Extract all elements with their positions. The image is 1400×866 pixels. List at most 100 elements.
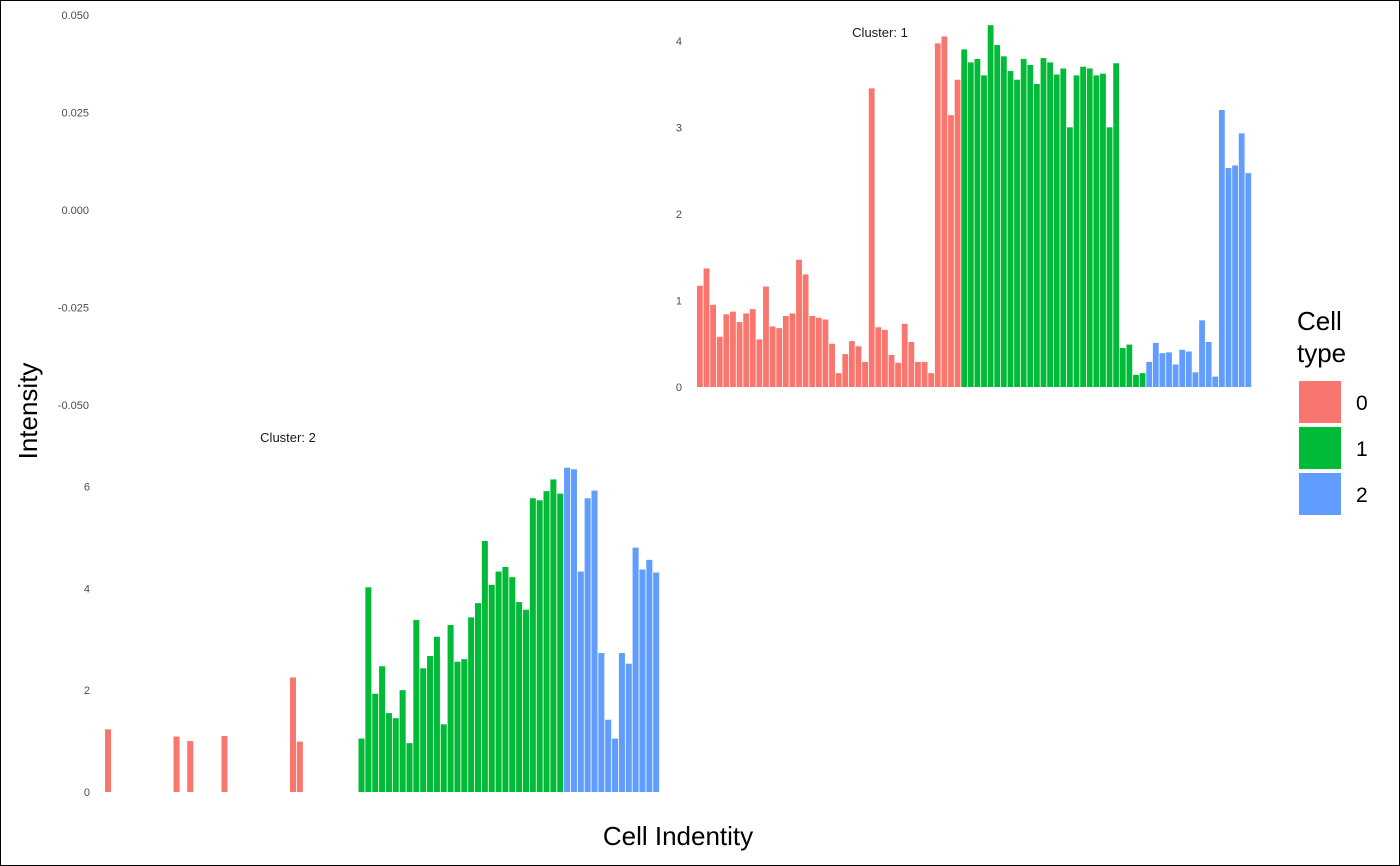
cluster-1-bar bbox=[842, 354, 849, 387]
cluster-2-bar bbox=[105, 729, 112, 792]
cluster-2-bar bbox=[516, 602, 523, 792]
outer-y-tick-label: -0.025 bbox=[58, 303, 89, 315]
cluster-1-bar bbox=[697, 285, 703, 387]
cluster-1-bar bbox=[1185, 351, 1192, 387]
cluster-1-bar bbox=[1166, 352, 1172, 387]
cluster-1-bar bbox=[1100, 73, 1106, 387]
cluster-2-bar bbox=[522, 609, 529, 792]
cluster-2-bar bbox=[392, 718, 399, 792]
cluster-1-y-tick-label: 0 bbox=[676, 382, 682, 394]
cluster-1-bar bbox=[1199, 320, 1205, 387]
cluster-1-bar bbox=[1126, 344, 1133, 387]
cluster-1-bar bbox=[1033, 84, 1040, 388]
cluster-2-bar bbox=[632, 547, 639, 792]
cluster-1-bar bbox=[1146, 361, 1153, 387]
cluster-2-bar bbox=[447, 625, 454, 792]
cluster-1-bar bbox=[915, 361, 921, 387]
cluster-2-bar bbox=[481, 541, 488, 792]
cluster-1-bar bbox=[1080, 66, 1087, 387]
cluster-1-bar bbox=[1245, 173, 1252, 387]
cluster-1-bar bbox=[782, 316, 789, 387]
cluster-1-bar bbox=[1014, 79, 1020, 387]
cluster-1-bar bbox=[730, 311, 736, 387]
outer-y-tick-label: 0.025 bbox=[61, 108, 89, 120]
cluster-1-bar bbox=[763, 286, 769, 387]
x-axis-title: Cell Indentity bbox=[603, 821, 753, 851]
cluster-2-y-tick-label: 4 bbox=[84, 583, 90, 595]
cluster-1-bar bbox=[901, 323, 908, 387]
cluster-2-bar bbox=[529, 498, 536, 792]
cluster-1-bar bbox=[835, 373, 842, 387]
cluster-1-bar bbox=[769, 326, 776, 387]
cluster-1-bar bbox=[1133, 374, 1139, 387]
cluster-1-bars bbox=[697, 25, 1252, 388]
cluster-2-bar bbox=[653, 572, 660, 792]
cluster-2-bar bbox=[570, 469, 577, 792]
legend-items: 0 1 2 bbox=[1299, 381, 1368, 515]
cluster-2-bar bbox=[605, 719, 612, 792]
cluster-1-bar bbox=[736, 322, 743, 387]
cluster-2-bar bbox=[420, 668, 427, 792]
cluster-1-bar bbox=[1113, 63, 1120, 388]
cluster-1-bar bbox=[868, 88, 875, 388]
cluster-1-bar bbox=[796, 259, 802, 387]
cluster-2-bar bbox=[433, 636, 440, 792]
cluster-1-bar bbox=[1047, 62, 1053, 387]
cluster-2-bar bbox=[413, 619, 420, 792]
legend-swatch-2 bbox=[1299, 473, 1341, 515]
legend-swatch-1 bbox=[1299, 427, 1341, 469]
cluster-2-bar bbox=[427, 656, 434, 792]
legend-title-line-2: type bbox=[1297, 338, 1346, 368]
cluster-1-bar bbox=[967, 62, 974, 387]
cluster-2-bar bbox=[221, 736, 228, 792]
cluster-2-y-tick-label: 2 bbox=[84, 685, 90, 697]
cluster-1-bar bbox=[1172, 364, 1179, 387]
cluster-1-bar bbox=[1106, 127, 1113, 387]
cluster-1-bar bbox=[822, 319, 829, 387]
cluster-1-bar bbox=[1218, 110, 1225, 387]
cluster-1-bar bbox=[1232, 165, 1238, 387]
cluster-2-bar bbox=[618, 653, 625, 792]
cluster-2-bar bbox=[639, 569, 646, 792]
cluster-1-y-tick-label: 4 bbox=[676, 36, 682, 48]
cluster-1-bar bbox=[1067, 127, 1073, 387]
cluster-2-bars bbox=[105, 467, 660, 792]
cluster-2-bar bbox=[385, 713, 392, 792]
cluster-1-bar bbox=[756, 339, 763, 387]
cluster-1-bar bbox=[941, 36, 948, 387]
cluster-1-bar bbox=[749, 309, 756, 387]
cluster-2-bar bbox=[475, 603, 482, 792]
outer-y-tick-label: -0.050 bbox=[58, 400, 89, 412]
cluster-1-y-axis-ticks: 0 1 2 3 4 bbox=[676, 36, 682, 394]
cluster-1-bar bbox=[1192, 372, 1199, 387]
cluster-1-y-tick-label: 2 bbox=[676, 209, 682, 221]
cluster-1-bar bbox=[723, 314, 730, 387]
outer-y-tick-label: 0.000 bbox=[61, 205, 89, 217]
cluster-1-bar bbox=[802, 274, 809, 387]
cluster-1-bar bbox=[1139, 373, 1146, 387]
outer-y-axis-ticks: 0.050 0.025 0.000 -0.025 -0.050 bbox=[58, 10, 89, 412]
cluster-2-bar bbox=[536, 500, 543, 792]
cluster-2-bar bbox=[550, 479, 557, 792]
cluster-2-bar bbox=[365, 587, 372, 792]
cluster-1-bar bbox=[703, 268, 710, 387]
cluster-2-bar bbox=[173, 736, 180, 792]
cluster-2-bar bbox=[625, 663, 632, 792]
cluster-2-y-axis-ticks: 0 2 4 6 bbox=[84, 482, 90, 799]
cluster-2-y-tick-label: 0 bbox=[84, 787, 90, 799]
cluster-1-bar bbox=[1159, 353, 1166, 387]
cluster-2-bar bbox=[296, 741, 303, 792]
cluster-1-bar bbox=[934, 43, 941, 388]
legend-swatch-0 bbox=[1299, 381, 1341, 423]
cluster-1-bar bbox=[1093, 75, 1100, 387]
cluster-1-bar bbox=[862, 361, 868, 387]
cluster-1-bar bbox=[829, 343, 835, 387]
cluster-1-bar bbox=[875, 327, 882, 387]
cluster-1-bar bbox=[1020, 58, 1027, 387]
cluster-1-bar bbox=[1027, 65, 1034, 387]
cluster-2-bar bbox=[543, 491, 550, 792]
cluster-1-bar bbox=[1053, 74, 1060, 387]
cluster-1-y-tick-label: 3 bbox=[676, 122, 682, 134]
cluster-1-bar bbox=[1205, 341, 1212, 387]
